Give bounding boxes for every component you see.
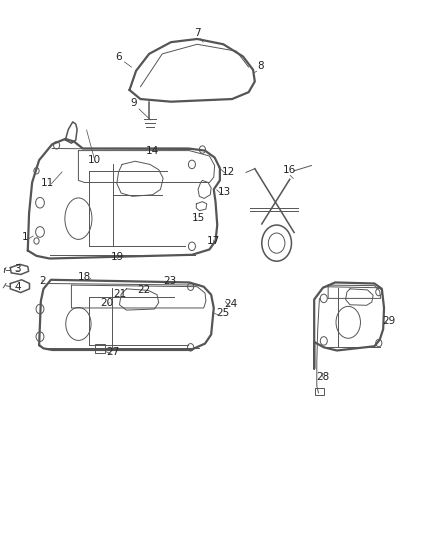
- Text: 6: 6: [115, 52, 122, 61]
- Text: 2: 2: [39, 277, 46, 286]
- Text: 16: 16: [283, 165, 297, 175]
- Text: 24: 24: [225, 298, 238, 309]
- Text: 1: 1: [21, 232, 28, 243]
- Text: 4: 4: [14, 282, 21, 292]
- Text: 3: 3: [14, 264, 21, 274]
- Text: 25: 25: [216, 308, 229, 318]
- Text: 21: 21: [113, 289, 126, 299]
- Text: 27: 27: [107, 346, 120, 357]
- Text: 18: 18: [78, 272, 91, 282]
- Text: 17: 17: [207, 236, 220, 246]
- Text: 20: 20: [100, 297, 113, 308]
- Text: 15: 15: [191, 213, 205, 223]
- Text: 23: 23: [163, 277, 177, 286]
- Text: 19: 19: [111, 252, 124, 262]
- Text: 22: 22: [137, 286, 151, 295]
- Text: 11: 11: [41, 177, 54, 188]
- Text: 8: 8: [257, 61, 264, 70]
- Text: 12: 12: [222, 167, 235, 177]
- Bar: [95, 344, 106, 353]
- Text: 9: 9: [131, 98, 137, 108]
- Text: 7: 7: [194, 28, 201, 38]
- Text: 29: 29: [382, 316, 395, 326]
- Bar: [315, 387, 324, 395]
- Text: 14: 14: [146, 146, 159, 156]
- Text: 13: 13: [218, 187, 231, 197]
- Text: 10: 10: [88, 155, 101, 165]
- Text: 28: 28: [316, 372, 329, 382]
